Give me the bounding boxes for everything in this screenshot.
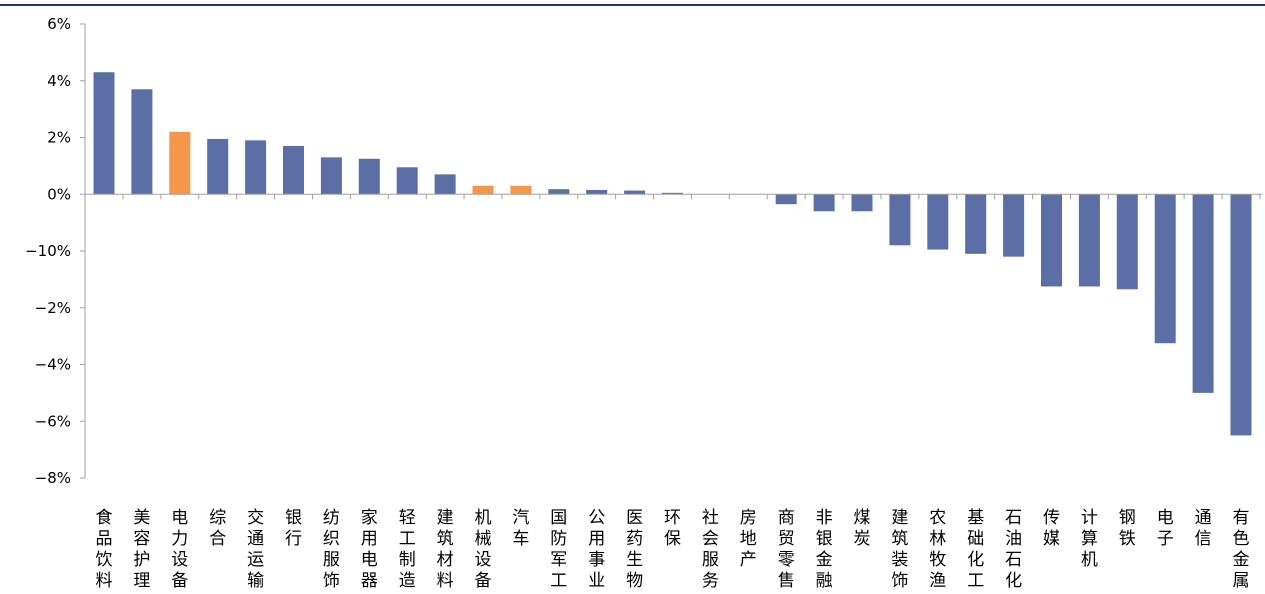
x-tick-label: 钢铁 <box>1119 508 1136 549</box>
bar <box>927 194 949 250</box>
bar <box>889 194 911 246</box>
bar <box>396 167 418 195</box>
bar <box>624 190 646 195</box>
bar <box>358 158 380 195</box>
y-tick-label: −2% <box>35 299 71 317</box>
x-axis <box>84 193 1262 200</box>
x-tick-label: 家用电器 <box>361 508 378 591</box>
y-tick-label: −8% <box>35 469 71 487</box>
bar <box>1078 194 1100 287</box>
x-tick-label: 社会服务 <box>702 508 719 591</box>
x-tick-label: 食品饮料 <box>96 508 113 591</box>
x-tick-label: 煤炭 <box>854 508 871 549</box>
x-tick-label: 公用事业 <box>588 508 605 591</box>
bar <box>169 131 191 195</box>
y-axis: 6% 4% 2% 0% −10% −2% −4% −6% −8% <box>25 15 86 487</box>
x-tick-label: 医药生物 <box>626 508 643 591</box>
bar <box>434 174 456 195</box>
bar <box>851 194 873 212</box>
x-tick-label: 汽车 <box>512 508 529 549</box>
x-tick-label: 计算机 <box>1081 508 1098 570</box>
x-tick-label: 石油石化 <box>1005 508 1022 591</box>
bar <box>472 185 494 195</box>
y-tick-label: 0% <box>47 185 71 203</box>
x-tick-label: 银行 <box>285 508 302 549</box>
bar <box>1003 194 1025 257</box>
y-tick-label: −6% <box>35 412 71 430</box>
x-tick-label: 建筑材料 <box>437 508 454 591</box>
y-tick-label: 2% <box>47 129 71 147</box>
x-tick-label: 非银金融 <box>816 508 833 591</box>
bar <box>245 140 267 195</box>
x-tick-label: 农林牧渔 <box>929 508 946 591</box>
x-tick-label: 综合 <box>209 508 226 549</box>
x-tick-label: 有色金属 <box>1233 508 1250 591</box>
bar <box>93 72 115 195</box>
x-tick-label: 通信 <box>1195 508 1212 549</box>
bars <box>93 72 1252 436</box>
x-tick-label: 纺织服饰 <box>323 508 340 591</box>
bar <box>775 194 797 205</box>
x-tick-label: 传媒 <box>1043 508 1060 549</box>
x-tick-label: 电力设备 <box>171 508 188 591</box>
bar <box>283 146 304 195</box>
x-tick-label: 美容护理 <box>133 508 150 591</box>
bar <box>1041 194 1062 287</box>
bar <box>1230 194 1252 436</box>
bar <box>207 138 229 195</box>
x-tick-label: 环保 <box>664 508 681 549</box>
bar <box>965 194 987 254</box>
x-tick-label: 国防军工 <box>550 508 567 591</box>
bar <box>131 89 153 195</box>
x-tick-label: 电子 <box>1157 508 1174 549</box>
y-tick-label: 6% <box>47 15 71 33</box>
bar <box>1116 194 1138 290</box>
bar <box>813 194 835 212</box>
x-tick-label: 基础化工 <box>967 508 984 591</box>
y-tick-label: −4% <box>35 356 71 374</box>
bar <box>586 189 608 195</box>
x-tick-label: 房地产 <box>740 508 757 570</box>
category-labels: 食品饮料 美容护理 电力设备 综合 交通运输 银行 纺织服饰 家用电器 轻工制造 建筑材料 机械设备… <box>96 508 1250 591</box>
x-tick-label: 轻工制造 <box>399 508 416 591</box>
y-tick-label: −10% <box>25 242 71 260</box>
x-tick-label: 交通运输 <box>247 508 264 591</box>
x-tick-label: 机械设备 <box>475 508 492 591</box>
y-tick-label: 4% <box>47 72 71 90</box>
bar <box>1192 194 1214 393</box>
x-tick-label: 商贸零售 <box>778 508 795 591</box>
bar <box>662 192 683 195</box>
bar <box>1154 194 1176 344</box>
bar <box>320 157 342 195</box>
bar <box>548 189 570 195</box>
x-tick-label: 建筑装饰 <box>891 508 908 591</box>
bar <box>510 185 532 195</box>
